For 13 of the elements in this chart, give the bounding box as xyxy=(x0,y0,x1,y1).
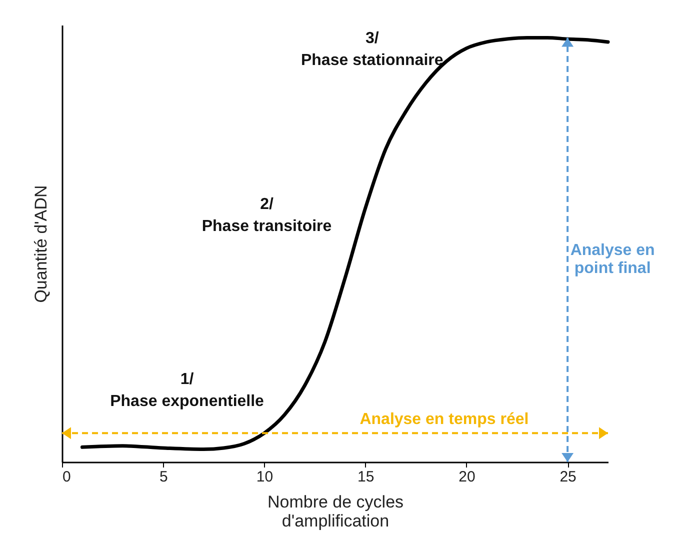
x-tick-label: 10 xyxy=(256,468,274,486)
ref-line-label: Analyse en temps réel xyxy=(360,411,529,428)
annotation: 1/ Phase exponentielle xyxy=(110,370,264,410)
y-axis-title: Quantité d'ADN xyxy=(32,185,50,303)
annotation: 3/ Phase stationnaire xyxy=(300,30,444,70)
x-tick-label: 25 xyxy=(560,468,576,486)
x-tick-label: 15 xyxy=(357,468,374,486)
x-tick-label: 20 xyxy=(458,468,476,486)
x-tick-label: 0 xyxy=(62,468,71,486)
x-tick-label: 5 xyxy=(159,468,168,486)
annotation: 2/ Phase transitoire xyxy=(202,196,332,236)
x-axis-title: Nombre de cycles d'amplification xyxy=(267,492,404,530)
ref-line-label: Analyse en point final xyxy=(570,242,655,277)
